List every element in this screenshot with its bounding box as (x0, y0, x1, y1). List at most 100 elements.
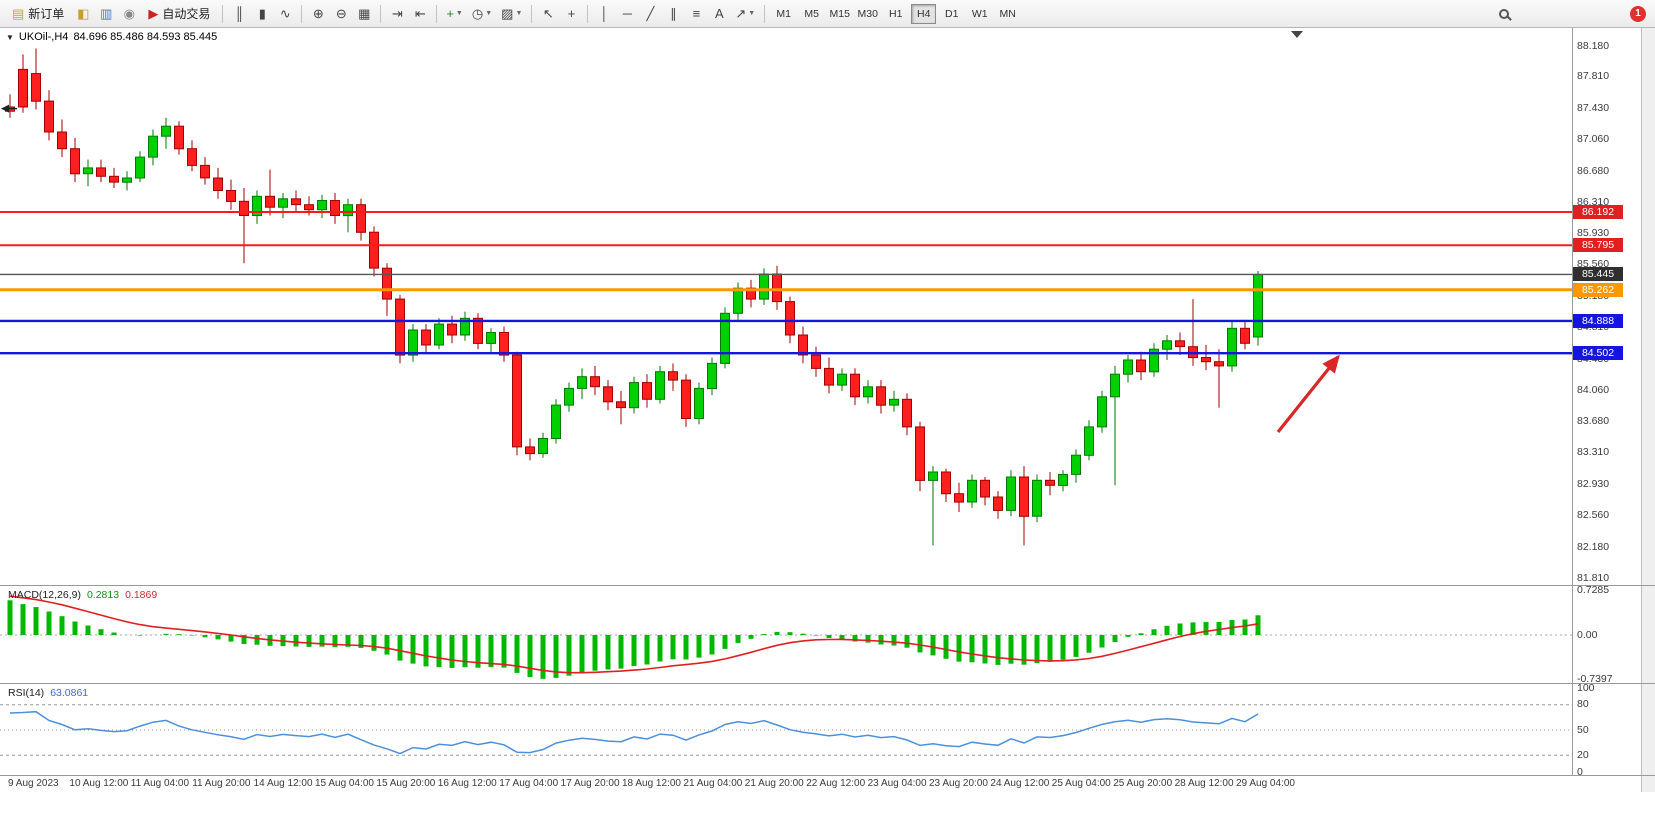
terminal-icon[interactable]: ◉ (118, 3, 140, 25)
time-axis-label: 11 Aug 20:00 (192, 778, 251, 789)
cursor-icon[interactable]: ↖ (537, 3, 559, 25)
time-axis-label: 9 Aug 2023 (8, 778, 59, 789)
candlestick-chart-icon[interactable]: ▮ (251, 3, 273, 25)
timeframe-w1-button[interactable]: W1 (971, 7, 988, 20)
timeframe-h1-button[interactable]: H1 (889, 7, 903, 20)
timeframe-h4-button[interactable]: H4 (911, 3, 937, 24)
vertical-scrollbar[interactable] (1641, 28, 1655, 792)
periods-icon[interactable]: ◷ ▼ (468, 3, 496, 25)
time-axis-label: 14 Aug 12:00 (253, 778, 313, 789)
toolbar-separator (301, 4, 303, 23)
price-axis-label: 83.310 (1577, 446, 1610, 459)
crosshair-icon[interactable]: + (560, 3, 582, 25)
arrows-icon[interactable]: ↗ ▼ (731, 3, 759, 25)
timeframe-m30-button[interactable]: M30 (857, 7, 878, 20)
navigator-icon: ▥ (100, 6, 113, 21)
rsi-pane[interactable] (0, 684, 1572, 775)
new-order-button[interactable]: ▤ 新订单 (5, 3, 71, 25)
price-axis-label: 84.810 (1577, 320, 1610, 333)
auto-scroll-icon: ⇥ (391, 6, 403, 21)
market-watch-icon[interactable]: ◧ (72, 3, 94, 25)
rsi-label: RSI(14) 63.0861 (8, 687, 88, 699)
dropdown-caret-icon: ▼ (485, 10, 493, 17)
price-axis-label: 87.810 (1577, 70, 1610, 83)
toolbar-separator (531, 4, 533, 23)
macd-axis-label: -0.7397 (1577, 673, 1613, 686)
macd-axis-label: 0.7285 (1577, 584, 1610, 597)
macd-pane[interactable] (0, 586, 1572, 683)
vertical-line-icon[interactable]: │ (593, 3, 615, 25)
price-tag-84.502: 84.502 (1573, 346, 1623, 361)
tile-windows-icon[interactable]: ▦ (353, 3, 375, 25)
timeframe-m15-button[interactable]: M15 (829, 7, 850, 20)
pane-separator[interactable] (0, 683, 1655, 684)
fibonacci-icon: ≡ (692, 6, 701, 21)
timeframe-m1-button[interactable]: M1 (776, 7, 792, 20)
price-axis-label: 82.930 (1577, 477, 1610, 490)
price-axis-label: 86.310 (1577, 195, 1610, 208)
navigator-icon[interactable]: ▥ (95, 3, 117, 25)
chart-title-ohlc: 84.696 85.486 84.593 85.445 (73, 31, 218, 43)
auto-trading-button[interactable]: ▶ 自动交易 (141, 3, 217, 25)
zoom-out-icon: ⊖ (335, 6, 347, 21)
price-chart-pane[interactable] (0, 28, 1572, 585)
templates-icon: ▨ (501, 6, 514, 21)
time-axis-label: 23 Aug 04:00 (867, 778, 927, 789)
timeframe-m5-button[interactable]: M5 (804, 7, 820, 20)
trendline-icon[interactable]: ╱ (639, 3, 661, 25)
horizontal-line-icon[interactable]: ─ (616, 3, 638, 25)
macd-value-signal: 0.1869 (125, 589, 158, 601)
terminal-icon: ◉ (123, 6, 135, 21)
indicators-icon[interactable]: + ▼ (442, 3, 467, 25)
time-axis-label: 18 Aug 12:00 (622, 778, 681, 789)
vertical-line-icon: │ (600, 6, 609, 21)
time-axis-separator (0, 775, 1655, 776)
macd-axis-label: 0.00 (1577, 628, 1598, 641)
symbol-dropdown-icon[interactable]: ▼ (6, 32, 14, 42)
time-axis-label: 15 Aug 20:00 (376, 778, 436, 789)
price-tag-85.795: 85.795 (1573, 238, 1623, 253)
time-axis-label: 29 Aug 04:00 (1236, 778, 1295, 789)
price-axis-label: 87.060 (1577, 133, 1610, 146)
tile-windows-icon: ▦ (358, 6, 371, 21)
toolbar-separator (222, 4, 224, 23)
auto-scroll-icon[interactable]: ⇥ (386, 3, 408, 25)
time-axis-label: 28 Aug 12:00 (1174, 778, 1234, 789)
notification-badge[interactable]: 1 (1630, 5, 1646, 22)
price-tag-84.888: 84.888 (1573, 313, 1623, 328)
templates-icon[interactable]: ▨ ▼ (497, 3, 526, 25)
zoom-in-icon[interactable]: ⊕ (307, 3, 329, 25)
price-tag-86.192: 86.192 (1573, 205, 1623, 220)
time-axis-label: 17 Aug 04:00 (499, 778, 559, 789)
fibonacci-icon[interactable]: ≡ (685, 3, 707, 25)
text-icon[interactable]: A (708, 3, 730, 25)
time-axis-label: 25 Aug 20:00 (1113, 778, 1173, 789)
price-tag-85.262: 85.262 (1573, 282, 1623, 297)
chart-shift-icon[interactable]: ⇤ (409, 3, 431, 25)
timeframe-mn-button[interactable]: MN (999, 7, 1016, 20)
pane-separator[interactable] (0, 585, 1655, 586)
time-axis-label: 16 Aug 12:00 (437, 778, 497, 789)
chart-shift-icon: ⇤ (414, 6, 426, 21)
auto-trading-icon: ▶ (148, 6, 159, 21)
zoom-out-icon[interactable]: ⊖ (330, 3, 352, 25)
rsi-axis-label: 80 (1577, 698, 1589, 711)
horizontal-line-icon: ─ (622, 6, 632, 21)
rsi-axis-label: 50 (1577, 723, 1589, 736)
chart-title-symbol: UKOil-,H4 (18, 31, 69, 43)
macd-label: MACD(12,26,9) 0.2813 0.1869 (8, 589, 157, 601)
timeframe-d1-button[interactable]: D1 (945, 7, 959, 20)
channel-icon[interactable]: ∥ (662, 3, 684, 25)
toolbar-separator (587, 4, 589, 23)
price-axis-label: 81.810 (1577, 571, 1610, 584)
price-axis-label: 82.560 (1577, 508, 1610, 521)
periods-icon: ◷ (471, 6, 484, 21)
line-chart-icon[interactable]: ∿ (274, 3, 296, 25)
new-order-button-label: 新订单 (28, 7, 65, 21)
time-axis-label: 17 Aug 20:00 (560, 778, 620, 789)
time-axis-label: 24 Aug 12:00 (990, 778, 1050, 789)
toolbar-separator (436, 4, 438, 23)
bar-chart-icon[interactable]: ║ (228, 3, 250, 25)
time-axis-label: 22 Aug 12:00 (806, 778, 866, 789)
search-icon[interactable] (1493, 3, 1515, 25)
